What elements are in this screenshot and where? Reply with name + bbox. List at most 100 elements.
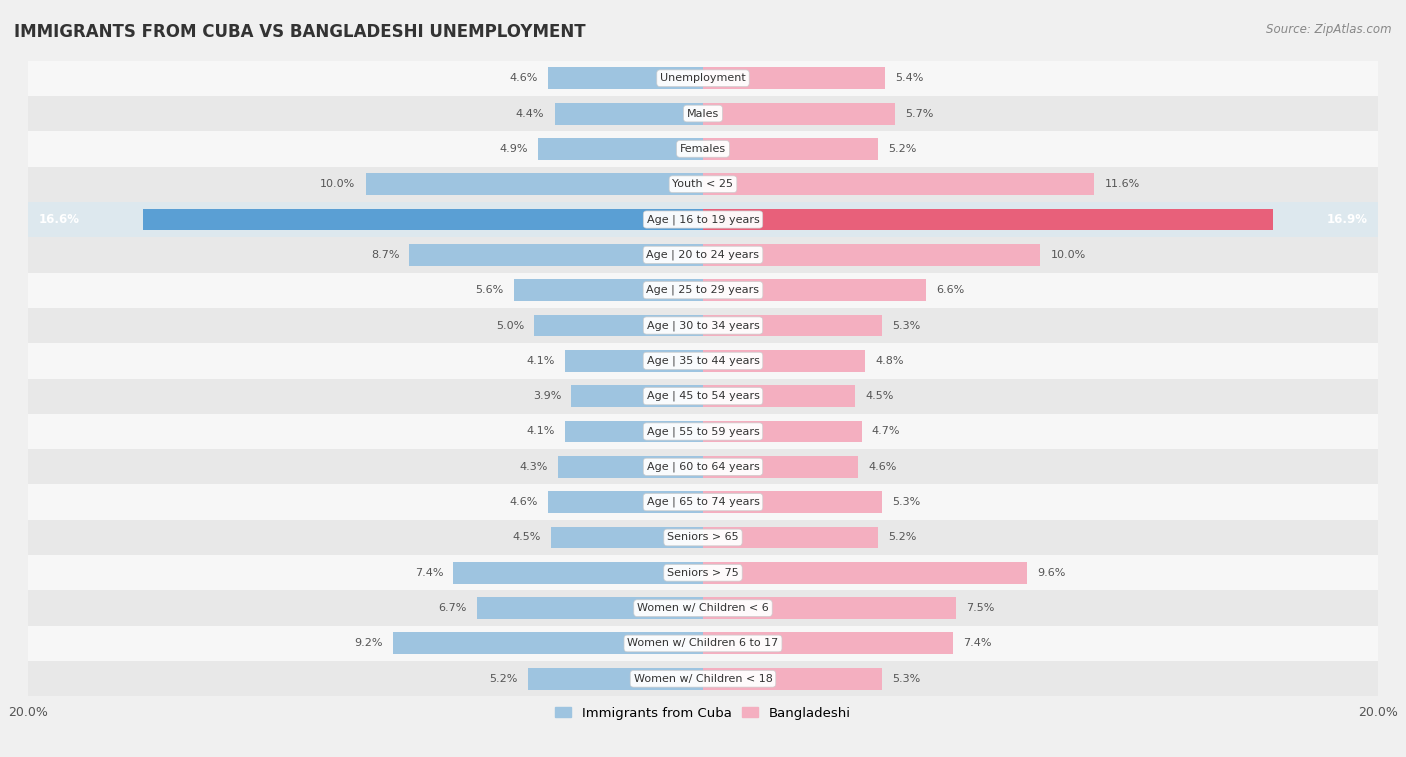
- Text: 4.5%: 4.5%: [865, 391, 893, 401]
- Bar: [28, 520, 1378, 555]
- Bar: [534, 315, 703, 336]
- Bar: [28, 61, 1378, 96]
- Text: 4.1%: 4.1%: [526, 356, 554, 366]
- Text: Age | 55 to 59 years: Age | 55 to 59 years: [647, 426, 759, 437]
- Text: 11.6%: 11.6%: [1105, 179, 1140, 189]
- Bar: [515, 279, 703, 301]
- Bar: [28, 378, 1378, 414]
- Text: 16.9%: 16.9%: [1327, 213, 1368, 226]
- Bar: [548, 491, 703, 513]
- Bar: [703, 668, 882, 690]
- Bar: [28, 343, 1378, 378]
- Bar: [703, 279, 925, 301]
- Bar: [28, 626, 1378, 661]
- Text: 5.0%: 5.0%: [496, 320, 524, 331]
- Bar: [554, 103, 703, 124]
- Bar: [703, 562, 1026, 584]
- Text: Source: ZipAtlas.com: Source: ZipAtlas.com: [1267, 23, 1392, 36]
- Text: Unemployment: Unemployment: [661, 73, 745, 83]
- Bar: [527, 668, 703, 690]
- Text: 5.3%: 5.3%: [891, 320, 920, 331]
- Text: 5.2%: 5.2%: [889, 144, 917, 154]
- Bar: [703, 421, 862, 442]
- Bar: [143, 209, 703, 230]
- Bar: [703, 244, 1040, 266]
- Bar: [703, 350, 865, 372]
- Text: Youth < 25: Youth < 25: [672, 179, 734, 189]
- Text: 9.2%: 9.2%: [354, 638, 382, 649]
- Bar: [28, 449, 1378, 484]
- Bar: [548, 67, 703, 89]
- Bar: [392, 633, 703, 654]
- Text: Women w/ Children < 6: Women w/ Children < 6: [637, 603, 769, 613]
- Text: 7.4%: 7.4%: [415, 568, 443, 578]
- Text: 16.6%: 16.6%: [38, 213, 79, 226]
- Bar: [28, 131, 1378, 167]
- Text: 4.4%: 4.4%: [516, 108, 544, 119]
- Bar: [28, 555, 1378, 590]
- Text: 10.0%: 10.0%: [321, 179, 356, 189]
- Bar: [28, 237, 1378, 273]
- Text: 4.7%: 4.7%: [872, 426, 900, 437]
- Text: 7.5%: 7.5%: [966, 603, 994, 613]
- Text: 4.3%: 4.3%: [519, 462, 548, 472]
- Text: 5.2%: 5.2%: [889, 532, 917, 543]
- Bar: [551, 527, 703, 548]
- Text: 4.8%: 4.8%: [875, 356, 904, 366]
- Bar: [703, 597, 956, 619]
- Text: Age | 45 to 54 years: Age | 45 to 54 years: [647, 391, 759, 401]
- Bar: [565, 421, 703, 442]
- Text: Age | 60 to 64 years: Age | 60 to 64 years: [647, 462, 759, 472]
- Bar: [703, 633, 953, 654]
- Text: Females: Females: [681, 144, 725, 154]
- Bar: [703, 456, 858, 478]
- Text: Seniors > 65: Seniors > 65: [668, 532, 738, 543]
- Bar: [703, 209, 1274, 230]
- Bar: [703, 138, 879, 160]
- Bar: [703, 173, 1094, 195]
- Text: 5.7%: 5.7%: [905, 108, 934, 119]
- Text: 5.2%: 5.2%: [489, 674, 517, 684]
- Text: Age | 35 to 44 years: Age | 35 to 44 years: [647, 356, 759, 366]
- Text: 4.6%: 4.6%: [509, 73, 537, 83]
- Legend: Immigrants from Cuba, Bangladeshi: Immigrants from Cuba, Bangladeshi: [550, 701, 856, 724]
- Bar: [703, 103, 896, 124]
- Text: 5.4%: 5.4%: [896, 73, 924, 83]
- Text: 10.0%: 10.0%: [1050, 250, 1085, 260]
- Text: 9.6%: 9.6%: [1038, 568, 1066, 578]
- Text: Age | 25 to 29 years: Age | 25 to 29 years: [647, 285, 759, 295]
- Text: 8.7%: 8.7%: [371, 250, 399, 260]
- Bar: [703, 527, 879, 548]
- Text: Women w/ Children 6 to 17: Women w/ Children 6 to 17: [627, 638, 779, 649]
- Bar: [28, 273, 1378, 308]
- Text: 7.4%: 7.4%: [963, 638, 991, 649]
- Text: Seniors > 75: Seniors > 75: [666, 568, 740, 578]
- Text: 4.6%: 4.6%: [509, 497, 537, 507]
- Text: Age | 30 to 34 years: Age | 30 to 34 years: [647, 320, 759, 331]
- Bar: [28, 96, 1378, 131]
- Bar: [558, 456, 703, 478]
- Text: Women w/ Children < 18: Women w/ Children < 18: [634, 674, 772, 684]
- Text: IMMIGRANTS FROM CUBA VS BANGLADESHI UNEMPLOYMENT: IMMIGRANTS FROM CUBA VS BANGLADESHI UNEM…: [14, 23, 586, 41]
- Text: 4.9%: 4.9%: [499, 144, 527, 154]
- Bar: [28, 414, 1378, 449]
- Bar: [477, 597, 703, 619]
- Text: 3.9%: 3.9%: [533, 391, 561, 401]
- Bar: [703, 315, 882, 336]
- Bar: [28, 167, 1378, 202]
- Bar: [28, 661, 1378, 696]
- Text: 4.1%: 4.1%: [526, 426, 554, 437]
- Bar: [537, 138, 703, 160]
- Bar: [28, 308, 1378, 343]
- Bar: [28, 202, 1378, 237]
- Bar: [703, 385, 855, 407]
- Text: 6.6%: 6.6%: [936, 285, 965, 295]
- Bar: [703, 67, 886, 89]
- Text: 4.5%: 4.5%: [513, 532, 541, 543]
- Bar: [409, 244, 703, 266]
- Bar: [703, 491, 882, 513]
- Bar: [366, 173, 703, 195]
- Text: 4.6%: 4.6%: [869, 462, 897, 472]
- Text: Age | 20 to 24 years: Age | 20 to 24 years: [647, 250, 759, 260]
- Bar: [453, 562, 703, 584]
